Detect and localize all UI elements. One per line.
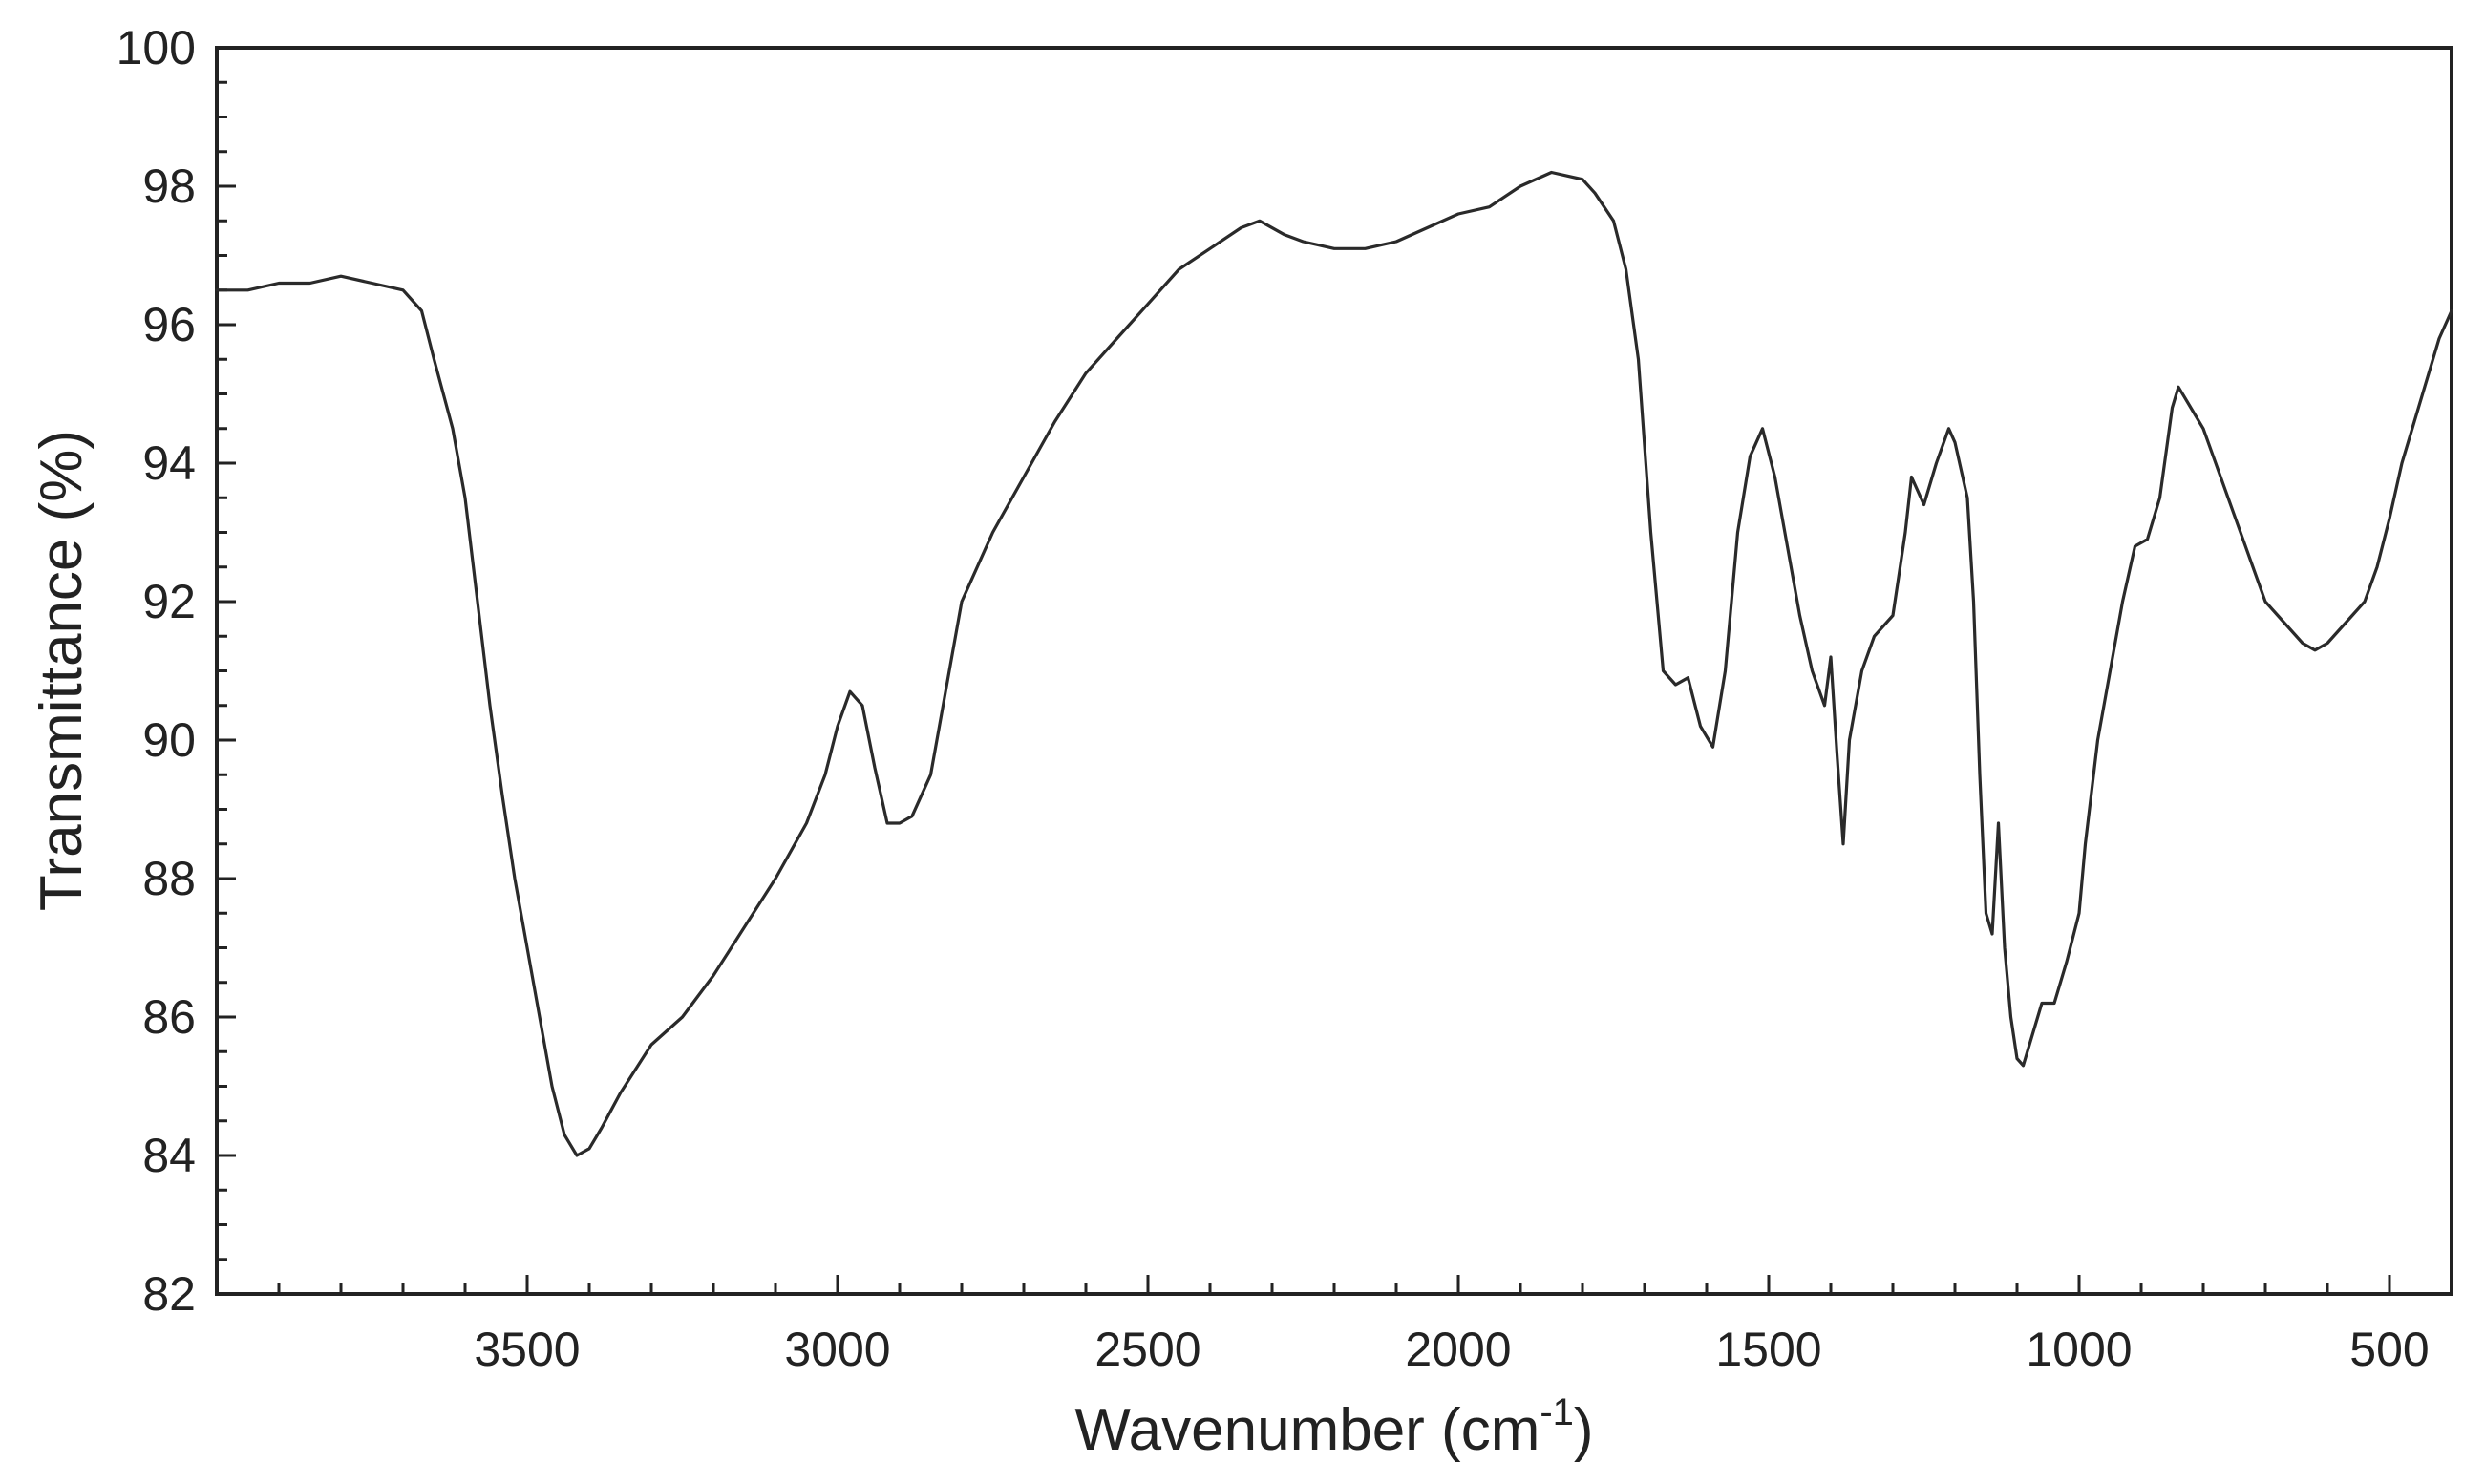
y-tick-label: 94: [142, 436, 196, 490]
x-tick-label: 2500: [1094, 1323, 1200, 1376]
x-axis-title-superscript: -1: [1540, 1391, 1574, 1433]
x-axis-title: Wavenumber (cm-1): [1074, 1391, 1593, 1463]
y-tick-label: 82: [142, 1267, 196, 1321]
y-tick-label: 86: [142, 990, 196, 1044]
x-tick-label: 3000: [784, 1323, 890, 1376]
ticks-layer: 82 84 86 88 90 92 94 96 98 100 3500 3000 2500 2000 150…: [117, 21, 2453, 1376]
x-tick-label: 2000: [1405, 1323, 1511, 1376]
x-axis-title-main: Wavenumber (cm: [1074, 1397, 1540, 1463]
x-axis-title-close: ): [1574, 1397, 1594, 1463]
y-tick-label: 92: [142, 575, 196, 628]
y-tick-label: 88: [142, 852, 196, 905]
y-axis-title: Transmittance (%): [29, 430, 95, 911]
x-tick-label: 1500: [1715, 1323, 1821, 1376]
y-tick-label: 96: [142, 298, 196, 351]
x-tick-label: 500: [2349, 1323, 2429, 1376]
y-tick-label: 100: [117, 21, 196, 74]
y-tick-label: 98: [142, 159, 196, 213]
y-tick-label: 90: [142, 713, 196, 767]
spectrum-line: [215, 170, 2453, 1157]
x-tick-label: 1000: [2026, 1323, 2132, 1376]
plot-frame: [215, 46, 2453, 1296]
y-tick-label: 84: [142, 1129, 196, 1182]
x-tick-label: 3500: [474, 1323, 580, 1376]
